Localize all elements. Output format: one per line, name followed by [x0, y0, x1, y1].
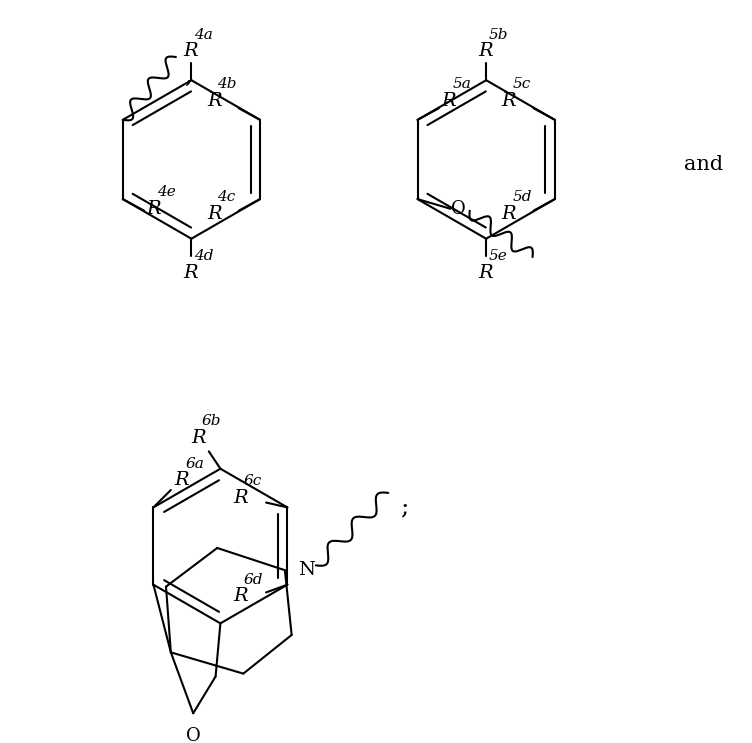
Text: 6d: 6d: [244, 573, 263, 587]
Text: 4c: 4c: [217, 190, 236, 204]
Text: 5d: 5d: [512, 190, 532, 204]
Text: R: R: [174, 471, 190, 490]
Text: R: R: [441, 91, 456, 109]
Text: R: R: [502, 204, 517, 223]
Text: 5c: 5c: [512, 77, 530, 91]
Text: ;: ;: [400, 496, 408, 519]
Text: R: R: [233, 587, 248, 606]
Text: R: R: [207, 204, 222, 223]
Text: 6a: 6a: [185, 457, 205, 470]
Text: R: R: [478, 264, 493, 282]
Text: 4e: 4e: [156, 185, 175, 199]
Text: R: R: [183, 264, 199, 282]
Text: R: R: [502, 91, 517, 109]
Text: R: R: [192, 429, 206, 447]
Text: 5a: 5a: [453, 77, 472, 91]
Text: 4a: 4a: [194, 27, 213, 42]
Text: R: R: [146, 200, 161, 218]
Text: O: O: [186, 727, 201, 743]
Text: 6b: 6b: [202, 414, 222, 428]
Text: R: R: [233, 489, 248, 507]
Text: 6c: 6c: [244, 474, 262, 488]
Text: N: N: [299, 561, 315, 580]
Text: 4d: 4d: [194, 249, 214, 263]
Text: O: O: [450, 200, 465, 218]
Text: ,: ,: [183, 65, 192, 88]
Text: and: and: [684, 155, 723, 174]
Text: R: R: [183, 42, 199, 60]
Text: R: R: [207, 91, 222, 109]
Text: 4b: 4b: [217, 77, 237, 91]
Text: R: R: [478, 42, 493, 60]
Text: 5b: 5b: [489, 27, 508, 42]
Text: 5e: 5e: [489, 249, 508, 263]
